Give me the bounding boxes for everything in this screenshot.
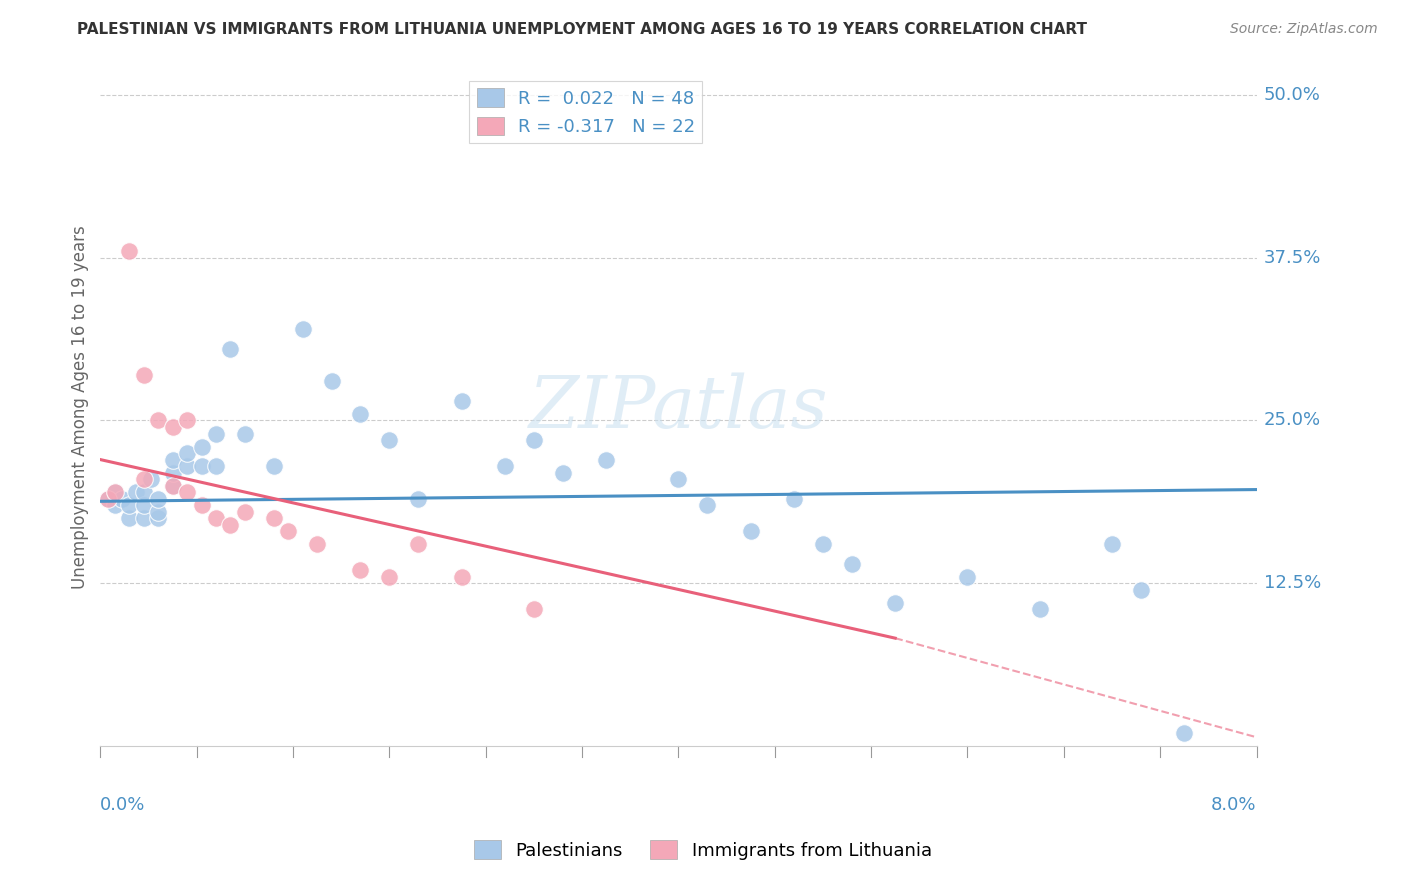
Point [783, 491, 806, 506]
Text: 0.0%: 0.0% [100, 796, 146, 814]
Point [219, 342, 242, 356]
Point [190, 440, 212, 454]
Point [277, 524, 299, 539]
Point [118, 244, 141, 258]
Point [118, 498, 141, 512]
Point [162, 466, 184, 480]
Point [132, 511, 155, 525]
Text: ZIPatlas: ZIPatlas [529, 372, 828, 442]
Point [111, 491, 134, 506]
Point [176, 413, 198, 427]
Point [956, 570, 979, 584]
Point [104, 498, 127, 512]
Point [811, 537, 834, 551]
Point [132, 498, 155, 512]
Point [1129, 582, 1152, 597]
Point [263, 511, 285, 525]
Point [1173, 726, 1195, 740]
Point [190, 498, 212, 512]
Point [841, 557, 863, 571]
Point [408, 491, 430, 506]
Point [307, 537, 329, 551]
Point [205, 459, 228, 474]
Point [125, 485, 148, 500]
Point [523, 602, 546, 616]
Text: 50.0%: 50.0% [1264, 86, 1320, 103]
Point [740, 524, 762, 539]
Point [551, 466, 574, 480]
Point [104, 485, 127, 500]
Legend: R =  0.022   N = 48, R = -0.317   N = 22: R = 0.022 N = 48, R = -0.317 N = 22 [470, 81, 703, 143]
Point [408, 537, 430, 551]
Point [146, 413, 169, 427]
Text: 8.0%: 8.0% [1211, 796, 1257, 814]
Point [146, 505, 169, 519]
Point [349, 563, 371, 577]
Text: 37.5%: 37.5% [1264, 249, 1322, 267]
Point [349, 407, 371, 421]
Point [205, 426, 228, 441]
Text: Source: ZipAtlas.com: Source: ZipAtlas.com [1230, 22, 1378, 37]
Text: 12.5%: 12.5% [1264, 574, 1322, 592]
Point [595, 452, 617, 467]
Point [523, 433, 546, 447]
Text: PALESTINIAN VS IMMIGRANTS FROM LITHUANIA UNEMPLOYMENT AMONG AGES 16 TO 19 YEARS : PALESTINIAN VS IMMIGRANTS FROM LITHUANIA… [77, 22, 1087, 37]
Point [884, 596, 907, 610]
Point [162, 478, 184, 492]
Point [233, 505, 256, 519]
Point [494, 459, 516, 474]
Point [162, 420, 184, 434]
Point [139, 472, 162, 486]
Y-axis label: Unemployment Among Ages 16 to 19 years: Unemployment Among Ages 16 to 19 years [72, 226, 89, 590]
Point [162, 452, 184, 467]
Point [219, 517, 242, 532]
Point [132, 485, 155, 500]
Point [118, 511, 141, 525]
Point [146, 511, 169, 525]
Legend: Palestinians, Immigrants from Lithuania: Palestinians, Immigrants from Lithuania [467, 833, 939, 867]
Point [378, 433, 401, 447]
Point [668, 472, 690, 486]
Point [321, 375, 343, 389]
Point [190, 459, 212, 474]
Text: 25.0%: 25.0% [1264, 411, 1320, 429]
Point [450, 393, 472, 408]
Point [97, 491, 120, 506]
Point [263, 459, 285, 474]
Point [104, 485, 127, 500]
Point [132, 472, 155, 486]
Point [176, 485, 198, 500]
Point [132, 368, 155, 382]
Point [176, 446, 198, 460]
Point [696, 498, 718, 512]
Point [233, 426, 256, 441]
Point [450, 570, 472, 584]
Point [1028, 602, 1050, 616]
Point [1101, 537, 1123, 551]
Point [205, 511, 228, 525]
Point [146, 491, 169, 506]
Point [97, 491, 120, 506]
Point [378, 570, 401, 584]
Point [162, 478, 184, 492]
Point [176, 459, 198, 474]
Point [291, 322, 314, 336]
